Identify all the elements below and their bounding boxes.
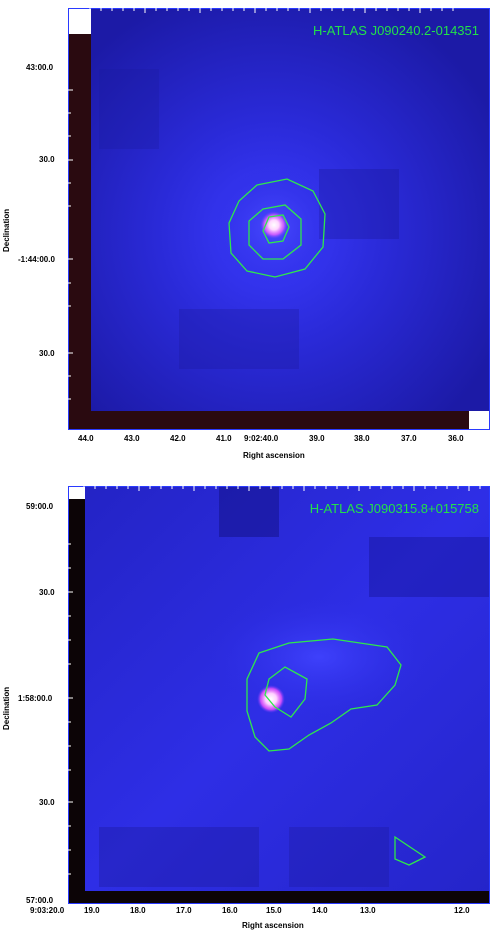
x-tick-label: 44.0: [78, 434, 94, 443]
y-tick-label: 30.0: [39, 588, 55, 597]
tick-marks-1: [68, 8, 454, 400]
y-tick-label: 59:00.0: [26, 502, 54, 511]
x-tick-label: 15.0: [266, 906, 282, 915]
x-tick-label: 19.0: [84, 906, 100, 915]
tick-marks-2: [68, 486, 481, 875]
panel-1: H-ATLAS J090240.2-014351 43:00.0 30.0 -1…: [2, 8, 490, 460]
x-tick-label: 43.0: [124, 434, 140, 443]
x-axis-title: Right ascension: [243, 451, 305, 460]
y-tick-label: -1:44:00.0: [18, 255, 55, 264]
x-tick-label: 17.0: [176, 906, 192, 915]
x-tick-label: 42.0: [170, 434, 186, 443]
x-tick-label: 38.0: [354, 434, 370, 443]
image-frame-1: H-ATLAS J090240.2-014351: [68, 8, 490, 430]
x-tick-label: 16.0: [222, 906, 238, 915]
x-tick-label: 36.0: [448, 434, 464, 443]
image-edge-bottom: [69, 891, 489, 903]
x-tick-label: 9:02:40.0: [244, 434, 279, 443]
y-tick-label: 1:58:00.0: [18, 694, 53, 703]
contours-1: [228, 178, 326, 278]
x-tick-label: 41.0: [216, 434, 232, 443]
corner-blank-bottom-right: [469, 411, 489, 429]
x-tick-label: 18.0: [130, 906, 146, 915]
x-tick-label: 9:03:20.0: [30, 906, 65, 915]
x-tick-label: 39.0: [309, 434, 325, 443]
y-axis-title: Declination: [2, 208, 11, 252]
y-tick-label: 57:00.0: [26, 896, 54, 905]
image-edge-left: [69, 34, 91, 429]
y-tick-label: 30.0: [39, 349, 55, 358]
x-tick-label: 12.0: [454, 906, 470, 915]
y-axis-title: Declination: [2, 686, 11, 730]
source-name-1: H-ATLAS J090240.2-014351: [313, 23, 479, 38]
sky-image-1: [69, 9, 489, 429]
image-edge-bottom: [69, 411, 469, 429]
x-tick-label: 14.0: [312, 906, 328, 915]
x-tick-label: 13.0: [360, 906, 376, 915]
contours-2: [246, 638, 427, 866]
bright-source-2: [257, 685, 285, 713]
corner-blank-top-left: [69, 487, 85, 499]
y-tick-label: 30.0: [39, 155, 55, 164]
source-name-2: H-ATLAS J090315.8+015758: [309, 501, 479, 516]
panel-2: H-ATLAS J090315.8+015758 59:00.0 30.0 1:…: [0, 478, 490, 934]
x-axis-title: Right ascension: [242, 921, 304, 930]
y-tick-label: 43:00.0: [26, 63, 54, 72]
corner-blank-top-left: [69, 9, 91, 34]
x-tick-label: 37.0: [401, 434, 417, 443]
y-tick-label: 30.0: [39, 798, 55, 807]
bright-source-1: [260, 211, 288, 239]
